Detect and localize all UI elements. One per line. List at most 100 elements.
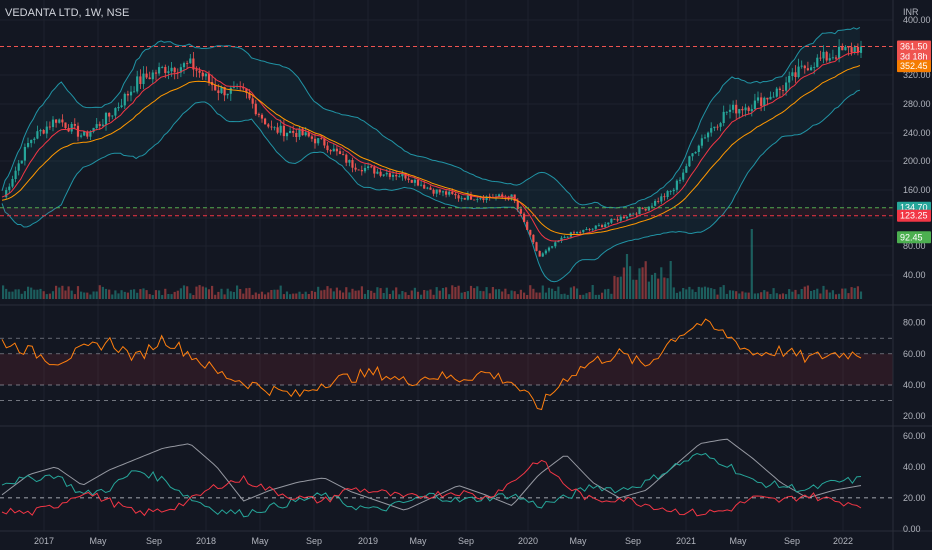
candle[interactable] [145,73,148,78]
candle[interactable] [778,88,781,90]
dmi-axis[interactable]: 60.00 40.00 20.00 0.00 [903,431,926,534]
candle[interactable] [582,229,585,233]
candle[interactable] [597,225,600,226]
candle[interactable] [42,130,45,134]
candle[interactable] [14,170,17,179]
candle[interactable] [220,86,223,94]
candle[interactable] [654,201,657,206]
candle[interactable] [831,57,834,59]
candle[interactable] [61,119,64,123]
candle[interactable] [45,126,48,134]
candle[interactable] [395,175,398,177]
candle[interactable] [613,218,616,220]
candle[interactable] [348,160,351,163]
candle[interactable] [298,128,301,137]
candle[interactable] [48,126,51,128]
candle[interactable] [89,131,92,137]
candle[interactable] [647,206,650,211]
candle[interactable] [644,208,647,211]
candle[interactable] [850,47,853,53]
candle[interactable] [27,143,30,147]
candle[interactable] [108,112,111,117]
candle[interactable] [438,189,441,193]
candle[interactable] [610,218,613,223]
candle[interactable] [541,253,544,257]
candle[interactable] [641,207,644,209]
candle[interactable] [441,191,445,193]
candle[interactable] [638,207,641,215]
candle[interactable] [810,67,813,71]
candle[interactable] [285,133,289,137]
candle[interactable] [385,173,388,175]
candle[interactable] [8,186,11,191]
candle[interactable] [64,122,67,129]
candle[interactable] [148,77,151,80]
candle[interactable] [735,104,738,114]
candle[interactable] [657,201,660,202]
candle[interactable] [338,151,342,154]
candle[interactable] [435,189,438,194]
candle[interactable] [198,70,201,73]
candle[interactable] [158,67,161,74]
candle[interactable] [601,225,604,227]
candle[interactable] [214,85,217,91]
candle[interactable] [335,148,338,152]
candle[interactable] [557,241,560,243]
candle[interactable] [332,148,335,152]
candle[interactable] [55,119,58,123]
di-minus-line[interactable] [1,459,862,517]
candle[interactable] [732,104,735,110]
candle[interactable] [725,111,728,113]
candle[interactable] [763,97,766,106]
candle[interactable] [856,47,859,53]
candle[interactable] [476,199,479,200]
rsi-axis[interactable]: 80.00 60.00 40.00 20.00 [903,318,926,422]
candle[interactable] [229,87,232,94]
candle[interactable] [678,179,682,181]
candle[interactable] [535,242,538,251]
candle[interactable] [579,232,582,233]
candle[interactable] [760,97,763,106]
candle[interactable] [710,128,713,133]
candle[interactable] [207,73,211,82]
candle[interactable] [488,196,491,198]
candle[interactable] [523,213,526,222]
candle[interactable] [186,63,189,64]
candle[interactable] [351,160,354,168]
candle[interactable] [273,127,276,129]
candle[interactable] [473,199,476,201]
candle[interactable] [622,216,625,219]
candle[interactable] [482,198,485,200]
candle[interactable] [388,173,391,177]
candle[interactable] [76,125,80,137]
candle[interactable] [663,196,666,198]
candle[interactable] [276,127,279,133]
candle[interactable] [423,184,426,189]
candle[interactable] [329,150,332,152]
candle[interactable] [632,213,635,215]
candle[interactable] [289,131,292,133]
candle[interactable] [20,160,23,164]
candle[interactable] [51,119,55,127]
candle[interactable] [675,180,678,190]
candle[interactable] [101,124,104,126]
candle[interactable] [841,46,844,51]
candle[interactable] [189,58,192,64]
candle[interactable] [594,225,597,229]
candle[interactable] [86,131,89,137]
candle[interactable] [519,208,522,214]
candle[interactable] [766,97,769,100]
candle[interactable] [36,131,39,139]
candle[interactable] [295,133,298,137]
candle[interactable] [838,46,841,59]
candle[interactable] [217,90,220,93]
candle[interactable] [685,166,688,173]
candle[interactable] [264,118,267,125]
dmi-pane[interactable] [0,438,893,518]
candle[interactable] [551,246,554,248]
candle[interactable] [775,88,778,97]
candle[interactable] [750,109,753,112]
candle[interactable] [800,65,803,67]
candle[interactable] [126,93,129,96]
